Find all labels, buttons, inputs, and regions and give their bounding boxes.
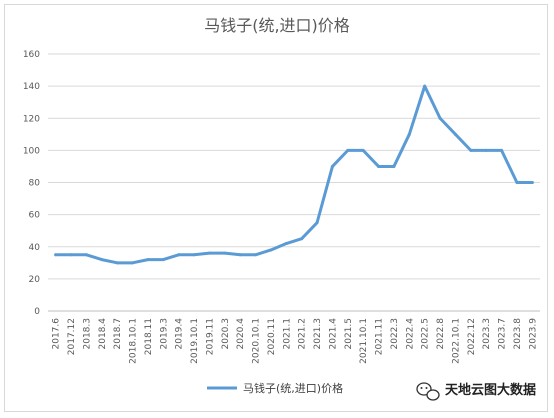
y-axis-ticks: 0 20 40 60 80 100 120 140 160 [23, 50, 40, 317]
x-tick-label: 2020.3 [221, 318, 231, 350]
x-tick-label: 2021.4 [328, 318, 338, 350]
data-point [361, 148, 365, 152]
chart-title: 马钱子(统,进口)价格 [204, 16, 350, 35]
data-point [207, 251, 211, 255]
data-point [453, 132, 457, 136]
x-tick-label: 2021.1 [282, 318, 292, 350]
x-tick-label: 2022.5 [421, 318, 431, 350]
x-tick-label: 2021.2 [298, 318, 308, 350]
data-point [146, 258, 150, 262]
x-tick-label: 2017.12 [67, 318, 77, 355]
x-tick-label: 2022.8 [436, 318, 446, 350]
series-layer [54, 84, 534, 265]
x-tick-label: 2019.4 [175, 318, 185, 350]
data-point [115, 261, 119, 265]
x-tick-label: 2021.10.1 [359, 318, 369, 364]
x-tick-label: 2021.3 [313, 318, 323, 350]
data-point [269, 248, 273, 252]
x-tick-label: 2019.3 [159, 318, 169, 350]
x-tick-label: 2022.10.1 [451, 318, 461, 364]
x-tick-label: 2020.11 [267, 318, 277, 355]
data-point [407, 132, 411, 136]
data-point [515, 181, 519, 184]
data-point [423, 84, 427, 88]
y-tick-label: 20 [29, 275, 41, 285]
data-point [300, 237, 304, 241]
y-tick-label: 100 [23, 146, 40, 156]
watermark-text: 天地云图大数据 [445, 382, 536, 398]
data-point [254, 253, 258, 257]
legend-label: 马钱子(统,进口)价格 [243, 381, 343, 395]
data-point [161, 258, 165, 262]
data-point [54, 253, 58, 257]
x-tick-label: 2018.4 [98, 318, 108, 350]
data-point [469, 148, 473, 152]
x-tick-label: 2021.11 [375, 318, 385, 355]
y-tick-label: 140 [23, 82, 40, 92]
data-point [315, 221, 319, 225]
data-point [223, 251, 227, 255]
y-tick-label: 120 [23, 114, 40, 124]
series-line [54, 84, 534, 265]
data-point [438, 116, 442, 120]
x-tick-label: 2022.4 [405, 318, 415, 350]
x-tick-label: 2020.10.1 [252, 318, 262, 364]
x-tick-label: 2020.4 [236, 318, 246, 350]
x-tick-label: 2023.3 [482, 318, 492, 350]
data-point [346, 148, 350, 152]
data-point [238, 253, 242, 257]
x-tick-label: 2019.10.1 [190, 318, 200, 364]
y-tick-label: 0 [34, 307, 40, 317]
data-point [192, 253, 196, 257]
x-tick-label: 2017.6 [52, 318, 62, 350]
chart-canvas: 马钱子(统,进口)价格 0 20 40 60 80 100 120 140 160 2017.6… [23, 16, 540, 401]
x-tick-label: 2023.7 [498, 318, 508, 350]
x-tick-label: 2023.8 [513, 318, 523, 350]
data-point [131, 261, 135, 265]
x-axis-ticks: 2017.6 2017.12 2018.3 2018.4 2018.7 2018.10.1… [52, 318, 539, 364]
data-point [177, 253, 181, 257]
data-point [377, 164, 381, 168]
data-point [330, 164, 334, 168]
data-point [84, 253, 88, 257]
y-tick-label: 160 [23, 50, 40, 60]
x-tick-label: 2023.9 [528, 318, 538, 350]
x-tick-label: 2018.3 [82, 318, 92, 350]
y-tick-label: 80 [29, 179, 41, 189]
y-tick-label: 40 [29, 243, 41, 253]
data-point [500, 148, 504, 152]
x-tick-label: 2018.7 [113, 318, 123, 350]
data-point [484, 148, 488, 152]
data-point [530, 181, 534, 184]
y-tick-label: 60 [29, 211, 41, 221]
data-point [100, 258, 104, 262]
x-tick-label: 2021.5 [344, 318, 354, 350]
wechat-icon [416, 382, 440, 401]
data-point [69, 253, 73, 257]
x-tick-label: 2018.10.1 [129, 318, 139, 364]
legend: 马钱子(统,进口)价格 [207, 381, 343, 395]
x-tick-label: 2019.11 [205, 318, 215, 355]
x-tick-label: 2018.11 [144, 318, 154, 355]
x-tick-label: 2022.12 [467, 318, 477, 355]
x-tick-label: 2022.3 [390, 318, 400, 350]
data-point [392, 164, 396, 168]
data-point [284, 242, 288, 246]
grid-lines [48, 53, 540, 312]
chart-frame: 马钱子(统,进口)价格 0 20 40 60 80 100 120 140 160 2017.6… [4, 4, 548, 412]
watermark: 天地云图大数据 [416, 382, 536, 401]
